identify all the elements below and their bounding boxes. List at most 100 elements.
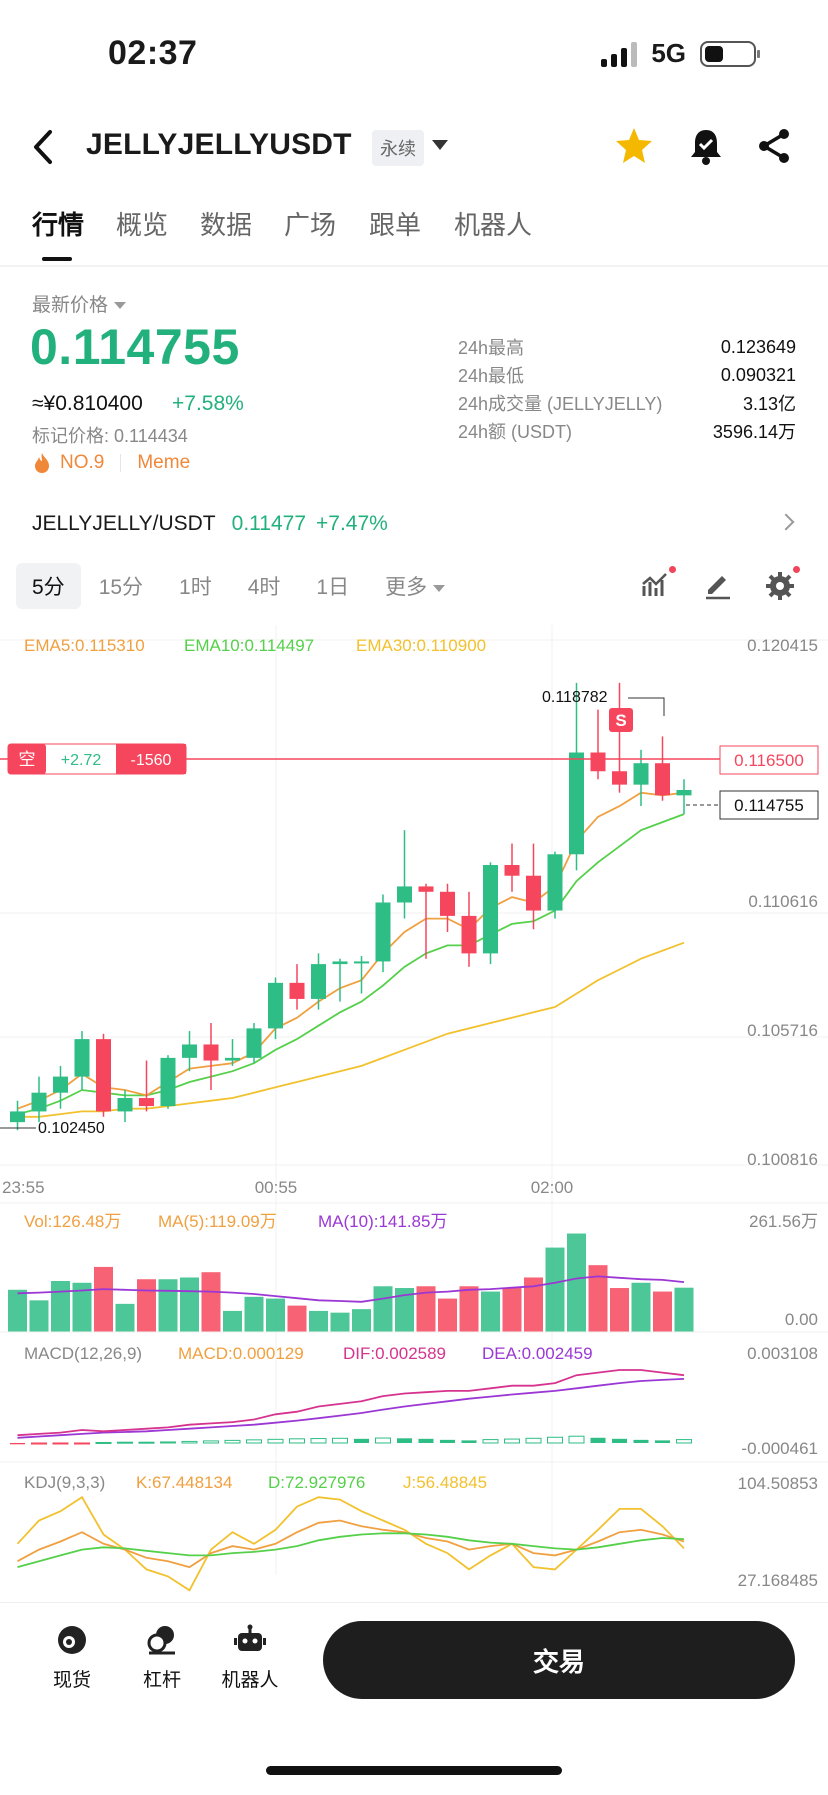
macd-bar — [138, 1441, 155, 1444]
alert-bell-icon[interactable] — [684, 124, 728, 168]
sell-marker[interactable] — [609, 708, 633, 732]
spot-pair-row[interactable]: JELLYJELLY/USDT 0.11477 +7.47% — [32, 508, 796, 540]
rank-number: NO.9 — [60, 452, 105, 473]
macd-bar — [547, 1436, 563, 1444]
kline-chart[interactable]: EMA5:0.115310 EMA10:0.114497 EMA30:0.110… — [0, 620, 828, 1600]
settings-gear-icon[interactable] — [764, 566, 800, 602]
nav-margin[interactable]: 杠杆 — [122, 1623, 202, 1692]
interval-1d[interactable]: 1日 — [316, 576, 350, 599]
cellular-signal-icon — [601, 41, 638, 67]
indicators-icon[interactable] — [640, 566, 676, 602]
nav-spot[interactable]: 现货 — [32, 1623, 112, 1692]
candle — [53, 1076, 68, 1093]
volume-bar — [29, 1300, 49, 1332]
candle — [397, 886, 412, 903]
tab-bots[interactable]: 机器人 — [454, 210, 533, 240]
macd-bar — [224, 1439, 241, 1444]
volume-bar — [631, 1282, 651, 1332]
chart-tools — [640, 566, 800, 602]
legend-macd: MACD:0.000129 — [178, 1344, 304, 1363]
volume-bar — [674, 1287, 694, 1332]
star-icon[interactable] — [612, 124, 656, 168]
candle — [375, 902, 391, 962]
tab-copy-trading[interactable]: 跟单 — [369, 210, 422, 240]
price-axis-label: 0.110616 — [748, 892, 818, 911]
stat-label: 24h最高 — [458, 338, 525, 358]
legend-kdj-title: KDJ(9,3,3) — [24, 1473, 105, 1492]
interval-1h[interactable]: 1时 — [179, 576, 212, 599]
legend-macd-title: MACD(12,26,9) — [24, 1344, 142, 1363]
candle — [526, 875, 541, 911]
last-price: 0.114755 — [30, 319, 240, 375]
robot-icon — [234, 1624, 266, 1651]
battery-icon — [700, 40, 760, 67]
low-price-label: 0.102450 — [38, 1120, 105, 1137]
main-tabs: 行情 概览 数据 广场 跟单 机器人 — [0, 205, 828, 265]
position-qty: -1560 — [131, 752, 172, 769]
draw-pen-icon[interactable] — [702, 570, 734, 602]
tab-market[interactable]: 行情 — [32, 210, 85, 240]
volume-bar — [8, 1289, 27, 1332]
back-icon[interactable] — [28, 126, 60, 168]
dea-line — [17, 1378, 685, 1439]
volume-bar — [373, 1286, 393, 1332]
macd-bar — [418, 1438, 434, 1443]
macd-bar — [246, 1439, 262, 1444]
category-tag[interactable]: Meme — [137, 452, 191, 473]
macd-bar — [676, 1439, 692, 1444]
volume-bar — [459, 1286, 479, 1332]
24h-stats: 24h最高 0.123649 24h最低 0.090321 24h成交量 (JELL… — [458, 333, 796, 445]
macd-layer — [10, 1369, 692, 1445]
interval-15m[interactable]: 15分 — [98, 576, 144, 599]
entry-price-label: 0.116500 — [734, 751, 804, 770]
legend-vol-ma10: MA(10):141.85万 — [318, 1212, 447, 1231]
candle — [569, 752, 584, 855]
tab-data[interactable]: 数据 — [200, 210, 253, 240]
legend-vol-ma5: MA(5):119.09万 — [158, 1212, 277, 1231]
macd-bar — [482, 1439, 499, 1444]
kdj-axis-label: 104.50853 — [738, 1474, 818, 1493]
volume-bar — [524, 1277, 543, 1332]
trade-button[interactable]: 交易 — [323, 1621, 795, 1699]
stat-row: 24h最高 0.123649 — [458, 333, 796, 361]
symbol-title[interactable]: JELLYJELLYUSDT — [86, 128, 352, 161]
symbol-dropdown-icon[interactable] — [432, 140, 448, 150]
home-indicator — [266, 1766, 562, 1775]
price-axis-label: 0.105716 — [747, 1021, 818, 1040]
dif-line — [17, 1369, 685, 1437]
interval-more[interactable]: 更多 — [367, 563, 463, 609]
nav-bots[interactable]: 机器人 — [210, 1623, 290, 1692]
macd-bar — [203, 1440, 219, 1444]
macd-bar — [160, 1441, 176, 1444]
volume-bar — [481, 1291, 500, 1332]
macd-bar — [440, 1439, 455, 1443]
candle — [289, 982, 305, 999]
volume-layer — [8, 1233, 694, 1332]
position-tag[interactable]: 空 +2.72 -1560 — [7, 743, 187, 775]
macd-bar — [568, 1435, 585, 1444]
volume-bar — [438, 1298, 457, 1332]
volume-bar — [266, 1298, 285, 1332]
interval-4h[interactable]: 4时 — [247, 576, 281, 599]
ema10-line — [17, 813, 685, 1115]
macd-bar — [95, 1441, 112, 1444]
hot-rank[interactable]: NO.9 Meme — [32, 452, 190, 474]
tab-overview[interactable]: 概览 — [116, 210, 169, 240]
volume-bar — [545, 1247, 565, 1332]
volume-bar — [72, 1282, 92, 1332]
volume-bar — [330, 1312, 350, 1332]
latest-price-label[interactable]: 最新价格 — [32, 290, 126, 317]
status-indicators: 5G — [601, 38, 760, 69]
volume-bar — [244, 1296, 264, 1332]
candle — [655, 763, 670, 796]
tab-square[interactable]: 广场 — [284, 210, 337, 240]
macd-bar — [31, 1442, 47, 1445]
network-type: 5G — [651, 38, 686, 68]
stat-label: 24h最低 — [458, 366, 525, 386]
share-icon[interactable] — [752, 124, 796, 168]
macd-bar — [655, 1440, 670, 1443]
candle — [418, 886, 434, 892]
interval-5m[interactable]: 5分 — [16, 563, 81, 609]
macd-bar — [504, 1438, 520, 1444]
legend-ema30: EMA30:0.110900 — [356, 636, 486, 655]
